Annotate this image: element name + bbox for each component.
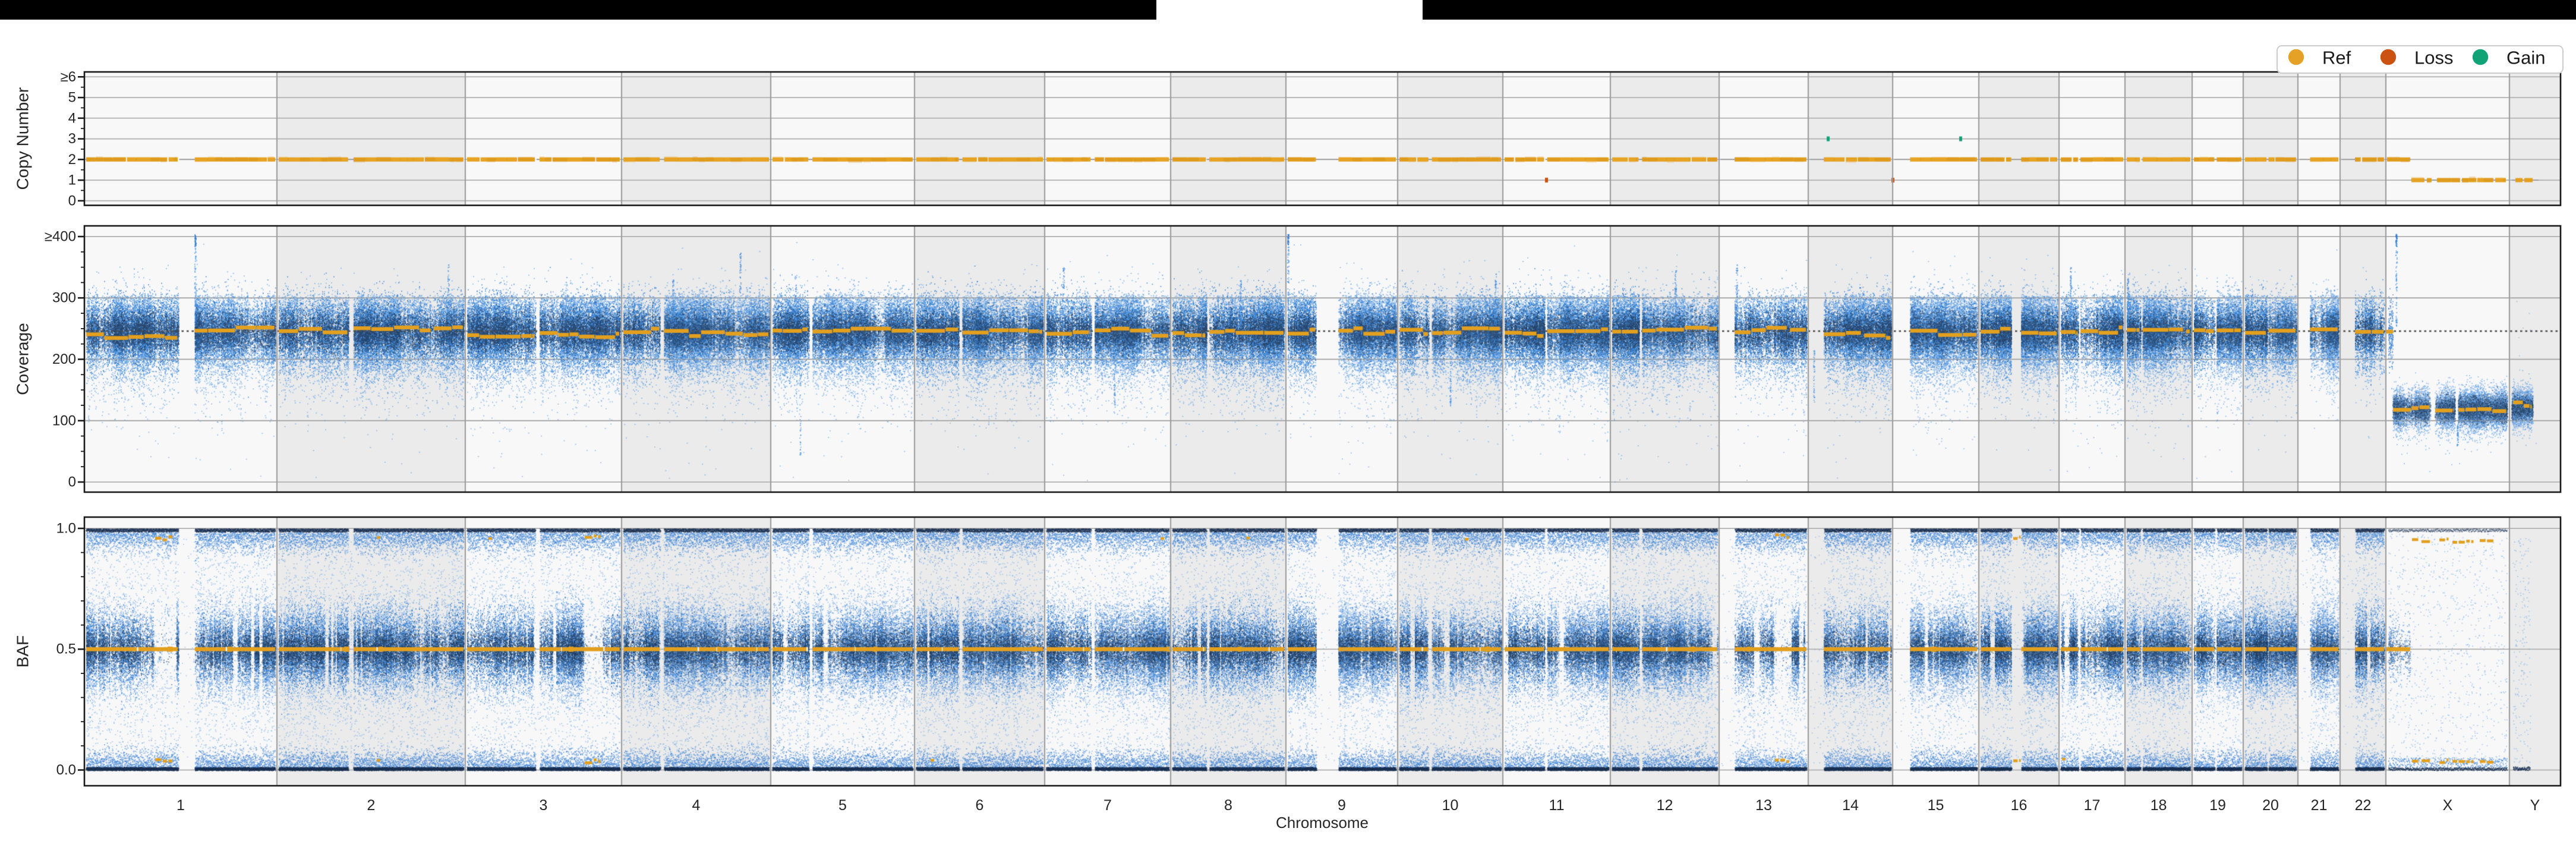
- svg-text:7: 7: [1103, 797, 1112, 814]
- svg-text:18: 18: [2151, 797, 2167, 814]
- svg-text:16: 16: [2011, 797, 2028, 814]
- svg-text:12: 12: [1657, 797, 1673, 814]
- svg-text:Gain: Gain: [2506, 48, 2545, 68]
- svg-text:0.0: 0.0: [56, 762, 76, 778]
- svg-text:19: 19: [2209, 797, 2226, 814]
- svg-text:X: X: [2443, 797, 2453, 814]
- svg-text:3: 3: [540, 797, 548, 814]
- svg-text:8: 8: [1224, 797, 1232, 814]
- svg-text:Coverage: Coverage: [14, 323, 32, 395]
- svg-text:5: 5: [838, 797, 847, 814]
- svg-text:100: 100: [52, 412, 76, 429]
- svg-text:≥400: ≥400: [45, 229, 76, 245]
- svg-text:0.5: 0.5: [56, 641, 76, 657]
- svg-text:17: 17: [2084, 797, 2101, 814]
- svg-text:≥6: ≥6: [60, 69, 76, 85]
- svg-text:10: 10: [1442, 797, 1459, 814]
- svg-text:6: 6: [976, 797, 984, 814]
- svg-text:22: 22: [2355, 797, 2372, 814]
- svg-text:200: 200: [52, 351, 76, 367]
- svg-text:BAF: BAF: [14, 635, 32, 667]
- svg-text:15: 15: [1928, 797, 1944, 814]
- svg-text:1: 1: [68, 172, 76, 188]
- svg-text:3: 3: [68, 131, 76, 147]
- svg-text:Loss: Loss: [2414, 48, 2453, 68]
- svg-text:4: 4: [68, 110, 76, 126]
- svg-text:11: 11: [1549, 797, 1565, 814]
- svg-text:Chromosome: Chromosome: [1276, 814, 1369, 832]
- svg-text:0: 0: [68, 193, 76, 209]
- svg-text:1.0: 1.0: [56, 521, 76, 537]
- svg-text:Ref: Ref: [2322, 48, 2351, 68]
- svg-text:2: 2: [367, 797, 376, 814]
- svg-text:0: 0: [68, 474, 76, 490]
- svg-text:Y: Y: [2530, 797, 2540, 814]
- svg-text:20: 20: [2262, 797, 2279, 814]
- svg-text:14: 14: [1842, 797, 1859, 814]
- svg-text:5: 5: [68, 90, 76, 106]
- svg-text:Copy Number: Copy Number: [14, 87, 32, 190]
- svg-text:1: 1: [176, 797, 185, 814]
- svg-text:4: 4: [692, 797, 701, 814]
- svg-text:13: 13: [1755, 797, 1772, 814]
- svg-text:9: 9: [1338, 797, 1346, 814]
- svg-text:21: 21: [2311, 797, 2328, 814]
- svg-text:2: 2: [68, 152, 76, 168]
- svg-text:300: 300: [52, 290, 76, 306]
